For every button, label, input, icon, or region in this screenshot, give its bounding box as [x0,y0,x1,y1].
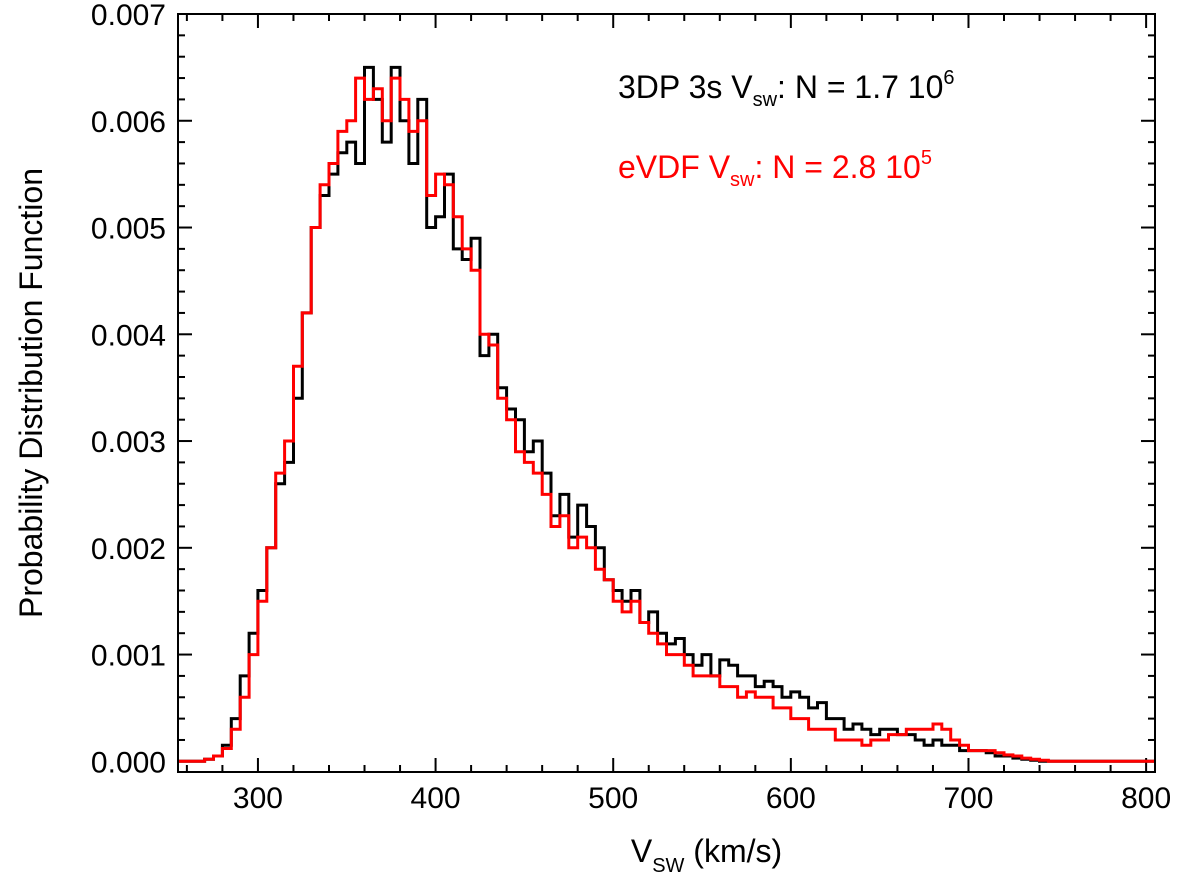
x-axis-label-rest: (km/s) [684,833,782,869]
y-tick-label: 0.001 [91,640,166,673]
axis-ticks [178,13,1155,772]
x-tick-label: 500 [588,782,638,815]
x-axis-label: VSW (km/s) [631,833,782,877]
series-evdf-line [178,76,1155,763]
x-tick-label: 300 [233,782,283,815]
y-tick-label: 0.003 [91,426,166,459]
plot-frame [177,13,1156,773]
series-layer [178,65,1155,763]
y-tick-label: 0.002 [91,533,166,566]
x-axis-label-sub: SW [652,855,684,877]
x-axis-label-main: V [631,833,653,869]
y-tick-label: 0.005 [91,213,166,246]
series-3dp-line [178,65,1155,763]
y-tick-label: 0.004 [91,319,166,352]
x-tick-label: 700 [943,782,993,815]
y-tick-label: 0.006 [91,106,166,139]
y-tick-label: 0.000 [91,746,166,779]
legend-entry-evdf: eVDF Vsw: N = 2.8 105 [618,147,932,191]
y-tick-label: 0.007 [91,0,166,32]
x-tick-label: 600 [766,782,816,815]
y-axis-label: Probability Distribution Function [13,168,49,618]
legend-entry-3dp: 3DP 3s Vsw: N = 1.7 106 [618,67,955,111]
tick-labels: 300 400 500 600 700 800 0.000 0.001 0.002 0.003 0.… [91,0,1171,815]
x-tick-label: 400 [411,782,461,815]
x-tick-label: 800 [1121,782,1171,815]
